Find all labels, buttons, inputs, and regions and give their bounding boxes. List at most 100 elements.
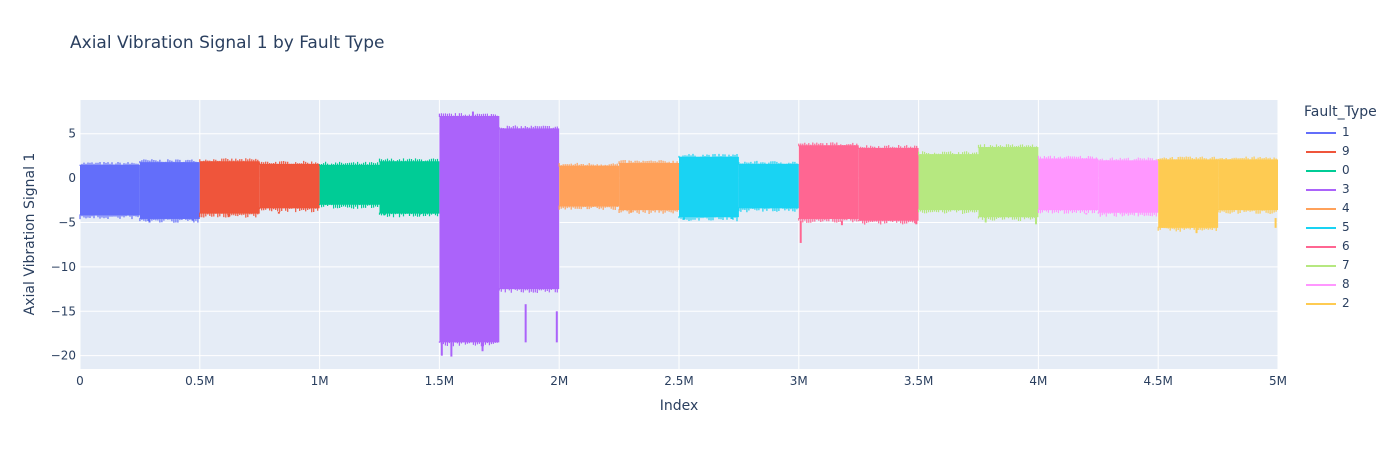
legend-label: 9 (1342, 144, 1350, 158)
legend-item-6[interactable]: 6 (1306, 238, 1386, 257)
legend-item-1[interactable]: 1 (1306, 124, 1386, 143)
legend-item-0[interactable]: 0 (1306, 162, 1386, 181)
x-tick-label: 0 (76, 374, 84, 388)
series-8-band (1098, 160, 1159, 213)
legend-item-8[interactable]: 8 (1306, 276, 1386, 295)
series-1-band (139, 162, 200, 219)
legend-swatch (1306, 208, 1336, 210)
legend-label: 4 (1342, 201, 1350, 215)
legend-swatch (1306, 284, 1336, 286)
series-7-noise (977, 144, 1038, 221)
series-6-noise (798, 142, 858, 223)
legend-swatch (1306, 151, 1336, 153)
legend-label: 1 (1342, 125, 1350, 139)
legend-label: 5 (1342, 220, 1350, 234)
y-tick-label: −5 (58, 216, 76, 230)
x-tick-label: 2M (550, 374, 568, 388)
series-3-trace (438, 111, 560, 357)
y-axis-label: Axial Vibration Signal 1 (22, 153, 38, 316)
series-4-band (559, 165, 620, 207)
series-3-band (499, 128, 560, 290)
legend-label: 3 (1342, 182, 1350, 196)
legend-label: 7 (1342, 258, 1350, 272)
series-3-noise (438, 113, 498, 347)
x-tick-label: 5M (1269, 374, 1287, 388)
series-4-noise (558, 162, 618, 210)
legend-label: 8 (1342, 277, 1350, 291)
series-6-trace (798, 142, 919, 243)
series-4-trace (558, 160, 679, 214)
series-1-noise (139, 159, 199, 223)
legend-item-2[interactable]: 2 (1306, 295, 1386, 314)
legend-item-4[interactable]: 4 (1306, 200, 1386, 219)
x-tick-label: 1.5M (425, 374, 454, 388)
legend-label: 2 (1342, 296, 1350, 310)
legend-swatch (1306, 303, 1336, 305)
series-0-trace (319, 158, 440, 218)
series-9-noise (259, 160, 319, 213)
y-tick-label: −20 (51, 349, 76, 363)
legend-item-5[interactable]: 5 (1306, 219, 1386, 238)
legend-swatch (1306, 246, 1336, 248)
x-tick-label: 1M (311, 374, 329, 388)
legend-swatch (1306, 170, 1336, 172)
legend-label: 0 (1342, 163, 1350, 177)
series-2-noise (1157, 156, 1217, 232)
series-9-trace (199, 158, 320, 218)
series-2-noise (1217, 156, 1277, 214)
legend: 1 9 0 3 4 5 6 7 8 2 (1306, 124, 1386, 314)
series-9-band (259, 163, 320, 209)
y-tick-label: 0 (68, 171, 76, 185)
chart-title: Axial Vibration Signal 1 by Fault Type (70, 33, 385, 53)
series-4-noise (618, 160, 678, 214)
series-5-noise (738, 160, 798, 213)
series-5-trace (678, 153, 799, 222)
series-9-band (199, 161, 260, 214)
legend-swatch (1306, 189, 1336, 191)
series-0-band (379, 161, 440, 214)
x-tick-label: 2.5M (664, 374, 693, 388)
series-0-noise (378, 158, 439, 218)
series-6-noise (858, 145, 918, 225)
series-7-noise (918, 151, 978, 214)
series-8-trace (1037, 155, 1159, 217)
y-tick-label: 5 (68, 127, 76, 141)
series-2-trace (1157, 156, 1278, 234)
x-axis-label: Index (660, 398, 699, 414)
series-4-band (619, 163, 679, 211)
legend-title: Fault_Type (1304, 104, 1377, 120)
series-5-band (679, 156, 739, 218)
series-7-band (978, 147, 1039, 218)
legend-label: 6 (1342, 239, 1350, 253)
series-5-band (738, 163, 799, 209)
series-5-noise (678, 153, 738, 222)
series-6-band (798, 145, 859, 219)
series-8-noise (1097, 157, 1157, 217)
legend-item-9[interactable]: 9 (1306, 143, 1386, 162)
series-2-band (1218, 159, 1278, 211)
series-8-noise (1037, 155, 1097, 214)
series-0-noise (319, 161, 379, 209)
x-tick-label: 0.5M (185, 374, 214, 388)
x-tick-label: 4.5M (1143, 374, 1172, 388)
axes: 0 0.5M 1M 1.5M 2M 2.5M 3M 3.5M 4M 4.5M 5M 5 0 −5 −10 −1… (51, 127, 1287, 388)
series-1-band (80, 164, 140, 216)
y-tick-label: −10 (51, 260, 76, 274)
legend-swatch (1306, 227, 1336, 229)
series-8-band (1038, 158, 1099, 211)
series-9-noise (199, 158, 259, 218)
series-3-band (439, 115, 500, 343)
legend-item-7[interactable]: 7 (1306, 257, 1386, 276)
series-3-noise (498, 125, 558, 293)
x-tick-label: 4M (1029, 374, 1047, 388)
series-0-band (319, 164, 380, 205)
x-tick-label: 3M (790, 374, 808, 388)
series-2-band (1158, 159, 1219, 228)
series-7-trace (918, 144, 1039, 225)
series-1-trace (79, 159, 200, 223)
series-7-band (918, 154, 979, 211)
traces (79, 111, 1278, 357)
legend-item-3[interactable]: 3 (1306, 181, 1386, 200)
